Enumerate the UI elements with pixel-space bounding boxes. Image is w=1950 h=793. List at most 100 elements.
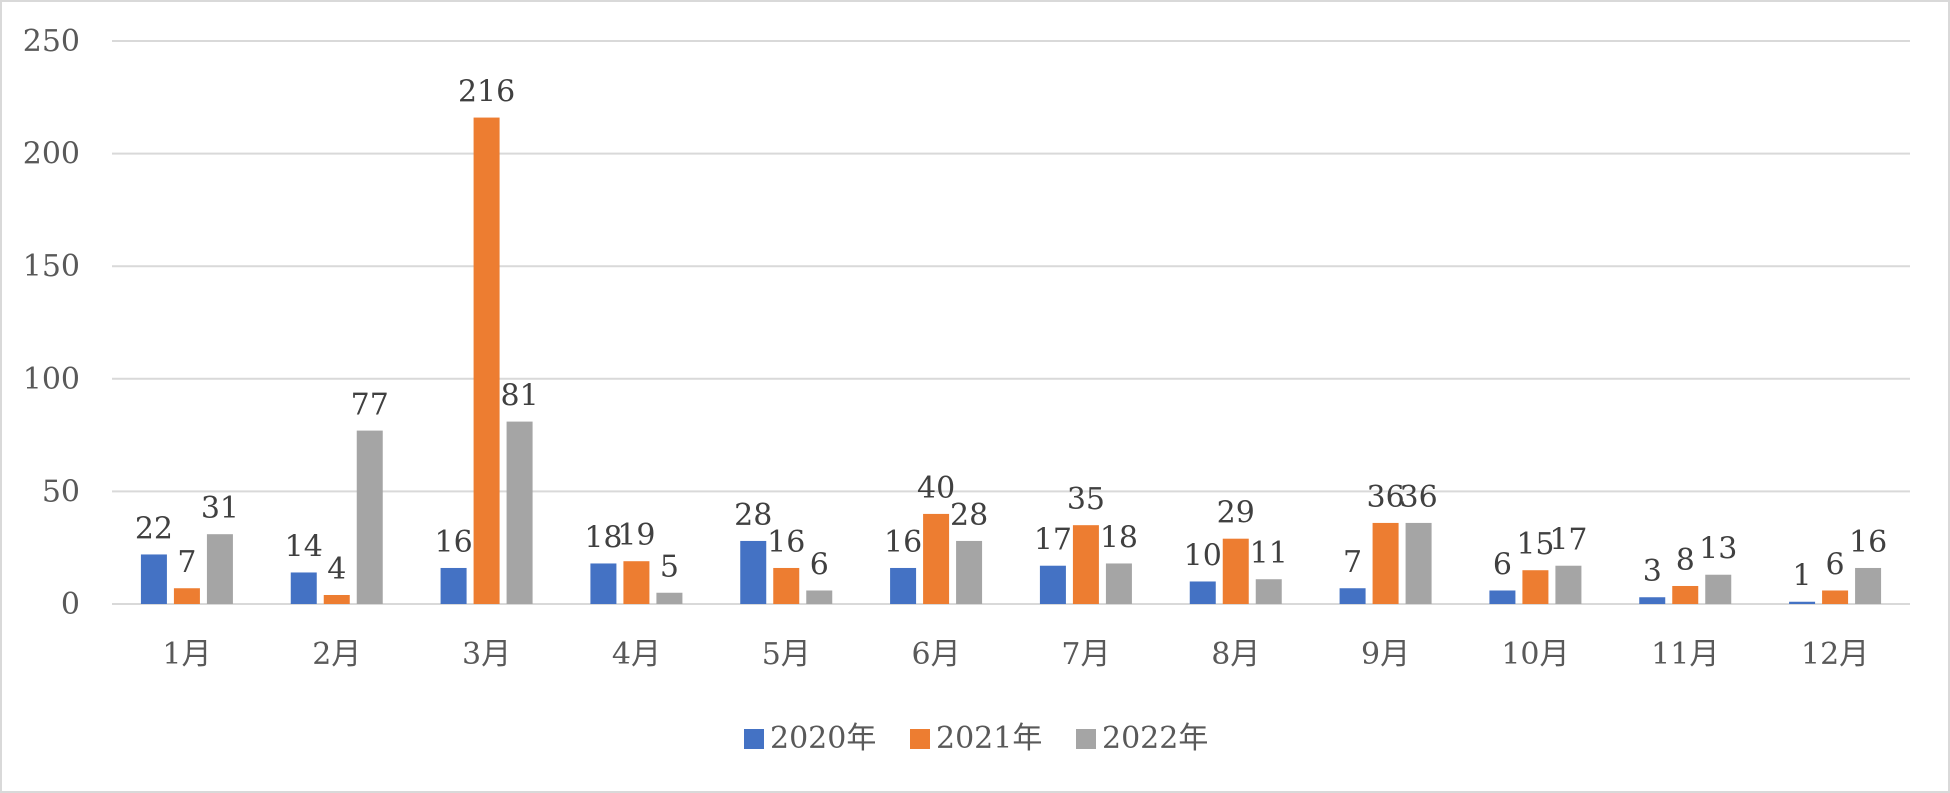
data-label: 22 — [135, 511, 173, 546]
data-label: 8 — [1676, 543, 1695, 578]
data-label: 11 — [1250, 536, 1288, 571]
bar — [1105, 563, 1132, 604]
bar — [1639, 597, 1666, 604]
data-label: 1 — [1793, 559, 1812, 594]
data-label: 6 — [1493, 547, 1512, 582]
bar — [206, 534, 233, 604]
data-label: 18 — [584, 520, 622, 555]
bar — [1672, 585, 1699, 604]
gridlines — [112, 40, 1910, 605]
data-label: 13 — [1699, 532, 1737, 567]
x-tick-label: 11月 — [1651, 637, 1719, 672]
data-label: 15 — [1516, 527, 1554, 562]
x-axis-ticks: 1月 2月 3月 4月 5月 6月 7月 8月 9月 10月 11月 12月 — [162, 637, 1869, 672]
legend-swatch — [744, 729, 764, 749]
data-label: 35 — [1067, 482, 1105, 517]
legend-label: 2022年 — [1102, 721, 1208, 756]
bar — [290, 572, 317, 604]
data-label: 6 — [1826, 547, 1845, 582]
bar — [806, 590, 833, 604]
x-tick-label: 9月 — [1361, 637, 1410, 672]
bar — [590, 563, 617, 604]
bar — [473, 117, 500, 605]
bar — [1555, 565, 1582, 604]
x-tick-label: 1月 — [162, 637, 211, 672]
bar — [956, 540, 983, 604]
x-tick-label: 7月 — [1061, 637, 1110, 672]
x-tick-label: 4月 — [612, 637, 661, 672]
legend-swatch — [910, 729, 930, 749]
data-label: 18 — [1100, 520, 1138, 555]
x-tick-label: 12月 — [1801, 637, 1869, 672]
bar — [1705, 574, 1732, 604]
bar — [1222, 538, 1249, 604]
bar — [140, 554, 167, 604]
bar — [740, 540, 767, 604]
data-label: 36 — [1399, 480, 1437, 515]
x-tick-label: 10月 — [1501, 637, 1569, 672]
bar — [1339, 588, 1366, 604]
data-label: 16 — [767, 525, 805, 560]
bar — [173, 588, 200, 604]
data-label: 17 — [1549, 523, 1587, 558]
y-tick-label: 150 — [23, 249, 80, 284]
y-axis-ticks: 0 50 100 150 200 250 — [23, 24, 80, 622]
x-tick-label: 3月 — [462, 637, 511, 672]
bar — [1039, 565, 1066, 604]
bar — [1522, 570, 1549, 604]
legend: 2020年 2021年 2022年 — [744, 721, 1208, 756]
y-tick-label: 50 — [42, 474, 80, 509]
bar — [1189, 581, 1216, 604]
bar — [1372, 522, 1399, 604]
data-label: 14 — [285, 529, 323, 564]
x-tick-label: 6月 — [912, 637, 961, 672]
bar — [1405, 522, 1432, 604]
data-label: 3 — [1643, 554, 1662, 589]
data-label: 40 — [917, 471, 955, 506]
bar — [773, 567, 800, 604]
y-tick-label: 0 — [61, 587, 80, 622]
y-tick-label: 100 — [23, 362, 80, 397]
bar — [890, 567, 917, 604]
data-label: 19 — [617, 518, 655, 553]
bar — [1489, 590, 1516, 604]
legend-label: 2020年 — [770, 721, 876, 756]
bar — [923, 513, 950, 604]
bar — [656, 592, 683, 604]
data-label: 81 — [500, 379, 538, 414]
legend-label: 2021年 — [936, 721, 1042, 756]
data-label: 10 — [1184, 538, 1222, 573]
bar — [440, 567, 467, 604]
data-label: 16 — [884, 525, 922, 560]
x-tick-label: 2月 — [312, 637, 361, 672]
bar — [1822, 590, 1849, 604]
data-label: 16 — [1849, 525, 1887, 560]
bars — [140, 117, 1882, 605]
x-tick-label: 5月 — [762, 637, 811, 672]
data-label: 36 — [1366, 480, 1404, 515]
legend-swatch — [1076, 729, 1096, 749]
x-tick-label: 8月 — [1211, 637, 1260, 672]
data-label: 29 — [1217, 496, 1255, 531]
data-label: 6 — [810, 547, 829, 582]
data-label: 5 — [660, 550, 679, 585]
data-label: 31 — [201, 491, 239, 526]
bar — [1255, 579, 1282, 604]
bar — [506, 421, 533, 604]
bar — [323, 594, 350, 604]
data-labels: 2273114477162168118195281661640281735181… — [135, 75, 1887, 594]
data-label: 17 — [1034, 523, 1072, 558]
data-label: 216 — [458, 75, 515, 110]
bar — [356, 430, 383, 604]
bar — [623, 561, 650, 604]
y-tick-label: 250 — [23, 24, 80, 59]
data-label: 16 — [434, 525, 472, 560]
data-label: 77 — [351, 388, 389, 423]
data-label: 7 — [177, 545, 196, 580]
y-tick-label: 200 — [23, 137, 80, 172]
data-label: 28 — [950, 498, 988, 533]
bar — [1072, 525, 1099, 604]
data-label: 4 — [327, 552, 346, 587]
